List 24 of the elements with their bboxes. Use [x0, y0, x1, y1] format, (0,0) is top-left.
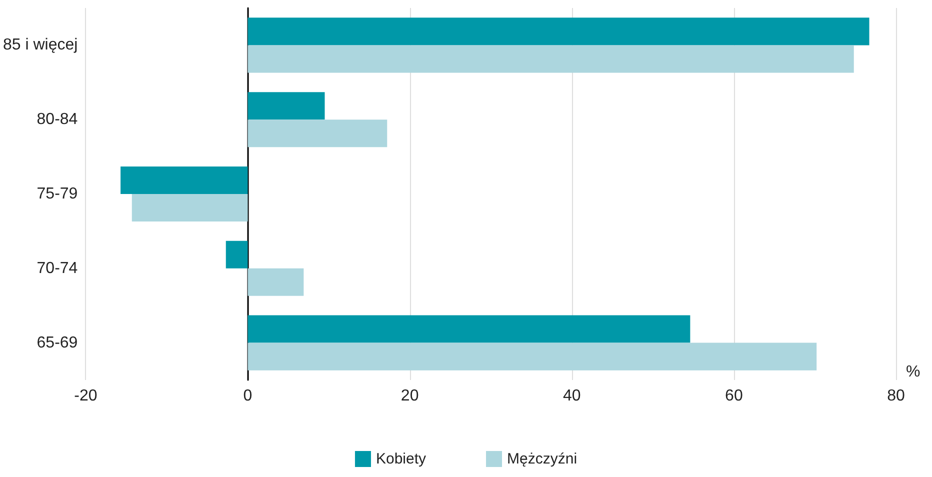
bar — [226, 240, 248, 268]
x-tick-label: 0 — [243, 388, 252, 404]
y-tick-label: 85 i więcej — [3, 36, 78, 54]
bar — [248, 18, 870, 46]
bar — [132, 194, 248, 222]
x-tick-label: 40 — [562, 388, 581, 404]
y-tick-label: 70-74 — [36, 260, 78, 277]
legend-label: Mężczyźni — [507, 450, 578, 468]
bar — [248, 268, 304, 296]
x-tick-label: 80 — [887, 388, 905, 404]
bar — [248, 45, 854, 73]
y-tick-label: 80-84 — [36, 111, 78, 128]
y-tick-label: 75-79 — [36, 186, 78, 202]
x-axis-title: % — [906, 364, 920, 380]
x-tick-label: 20 — [400, 388, 419, 404]
x-tick-label: 60 — [725, 388, 743, 404]
bar — [120, 166, 248, 194]
x-tick-label: -20 — [74, 388, 98, 404]
bar — [248, 92, 325, 120]
bar — [248, 315, 690, 343]
bar — [248, 120, 388, 148]
bar — [248, 342, 817, 370]
y-tick-label: 65-69 — [36, 334, 78, 352]
legend-label: Kobiety — [376, 450, 427, 468]
